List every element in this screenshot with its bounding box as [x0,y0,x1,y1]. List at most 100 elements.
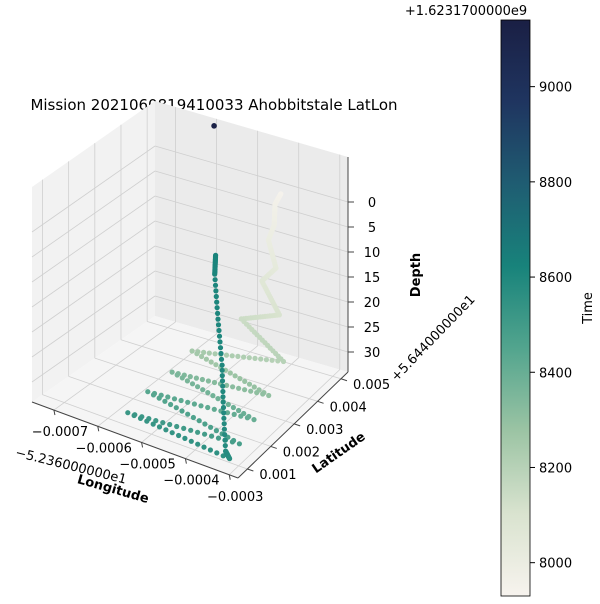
data-point [223,352,230,358]
data-point [241,354,247,360]
y-axis-line [237,371,349,479]
grid-line-y [42,394,248,470]
pane-floor [32,316,348,478]
data-point [213,362,219,368]
data-point [189,348,195,354]
data-point [199,376,205,383]
data-point [254,390,260,396]
grid-line-x [97,333,217,427]
colorbar-ticks: 8000 8200 8400 8600 8800 9000 [530,81,572,572]
grid-line-z [31,220,156,308]
data-point [222,432,228,438]
data-point [171,396,178,402]
y-tick-mark [247,468,254,472]
data-point [202,421,208,427]
x-tick-label: −0.0006 [76,441,132,456]
data-point [191,401,197,407]
data-point [214,299,220,305]
grid-lines [31,106,354,480]
y-tick-label: 0.003 [306,423,343,438]
data-point [237,376,243,382]
data-point [188,427,194,433]
axis-panes [32,101,348,478]
pane-back [155,101,348,372]
data-point [150,421,156,427]
data-point [213,252,219,258]
data-point [219,373,225,379]
data-point [179,408,185,414]
data-point [220,399,226,405]
data-point [212,282,219,288]
data-point [232,373,238,379]
data-point [206,350,212,356]
colorbar-gradient [500,19,531,597]
x-tick-mark [228,474,231,480]
data-point [131,412,137,419]
data-point [162,398,168,404]
data-point [205,390,211,396]
data-point [218,350,224,357]
data-point [125,410,131,416]
data-point [219,367,225,373]
z-tick-label: 0 [368,196,376,211]
data-point [215,316,221,322]
x-tick-mark [97,426,100,432]
data-point [215,322,222,328]
data-point [229,439,235,445]
z-tick-label: 5 [368,221,376,236]
x-tick-label: −0.0005 [119,457,175,472]
data-point [224,410,231,416]
data-point [205,378,211,384]
grid-line-z [31,170,156,258]
pane-left [32,101,155,402]
chart-title: Mission 2021060819410033 Ahobbitstale La… [30,96,397,114]
data-point [248,388,254,394]
data-point [194,351,200,357]
x-tick-mark [184,458,187,464]
data-point [215,396,221,402]
grid-line-z [154,195,349,253]
data-point [217,345,224,351]
colorbar-tick-label: 8200 [539,461,572,476]
y-tick-label: 0.001 [259,468,296,483]
y-tick-mark [270,445,277,449]
colorbar-offset-label: +1.6231700000e9 [405,4,527,19]
data-point [213,288,219,294]
y-tick-mark [340,378,348,382]
data-point [185,411,191,417]
data-point [215,435,222,441]
data-point [167,421,173,428]
data-point [214,305,220,311]
grid-line-z [31,195,156,283]
data-point [184,378,190,384]
data-point [251,417,257,423]
z-tick-label: 10 [364,246,381,261]
data-point [222,443,228,449]
data-point [216,333,223,339]
data-point [219,378,226,384]
data-point [244,415,250,421]
data-point [182,435,188,441]
colorbar-tick-label: 8600 [539,271,572,286]
data-point [269,357,275,363]
grid-line-z [31,245,156,333]
grid-line-z [154,245,349,303]
data-point [207,447,213,453]
data-point [263,357,269,363]
data-point [195,384,201,390]
data-point [227,370,233,376]
data-point [156,395,162,401]
data-point [222,437,228,443]
data-point [275,358,281,364]
data-point [219,362,225,368]
data-point [178,397,184,404]
data-point [156,424,163,430]
data-point [251,384,257,390]
y-tick-mark [294,423,301,427]
data-point [189,381,196,387]
data-point [163,427,169,433]
data-point [221,421,227,427]
data-point [231,411,237,417]
data-point [236,441,242,447]
